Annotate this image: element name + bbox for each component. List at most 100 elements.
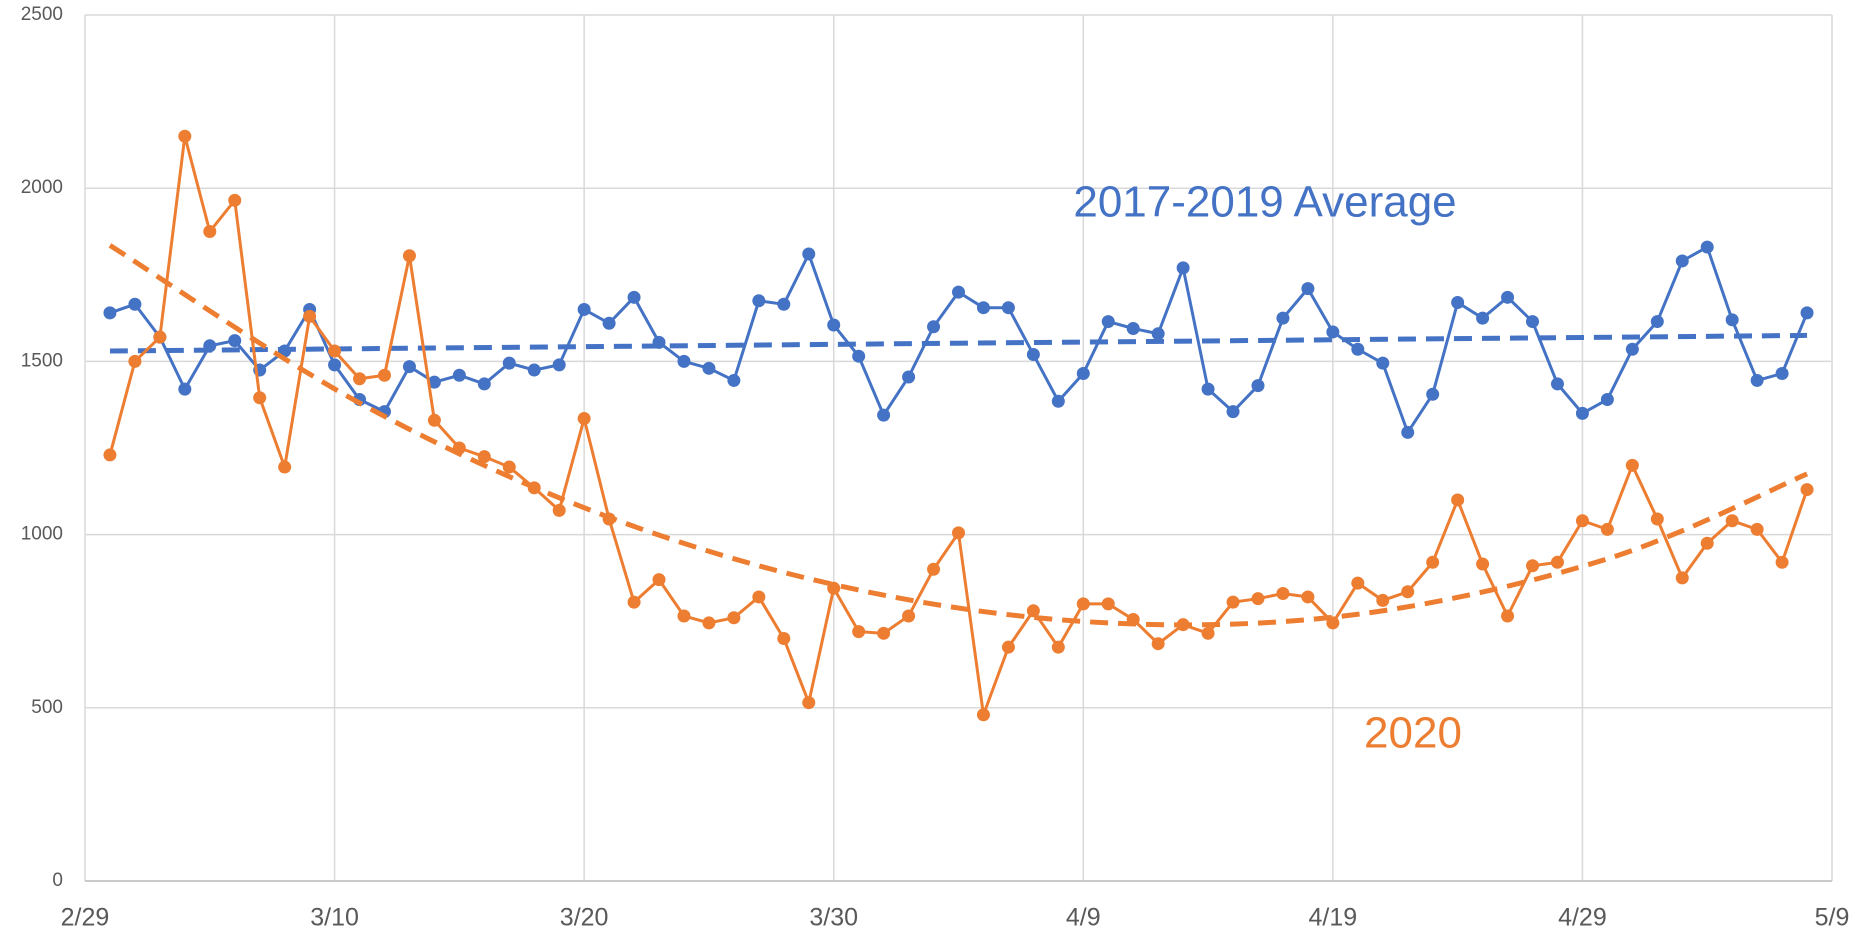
x-tick-label: 4/19: [1309, 904, 1358, 932]
data-point: [1151, 327, 1165, 341]
data-point: [677, 354, 691, 368]
data-point: [1226, 595, 1240, 609]
data-point: [952, 526, 965, 540]
data-point: [1800, 483, 1814, 497]
data-point: [1401, 425, 1415, 439]
data-point: [328, 358, 342, 372]
x-tick-label: 4/29: [1558, 904, 1607, 932]
data-point: [527, 481, 541, 495]
data-point: [602, 512, 616, 526]
trend-line: [109, 332, 1808, 354]
data-point: [228, 193, 242, 207]
data-point: [1675, 571, 1689, 585]
data-point: [1201, 626, 1215, 640]
data-point: [1301, 590, 1315, 604]
data-point: [427, 413, 441, 427]
data-point: [602, 316, 616, 330]
data-point: [103, 306, 117, 320]
data-point: [852, 349, 866, 363]
data-point: [1251, 592, 1265, 606]
data-point: [1501, 609, 1515, 623]
data-point: [1600, 393, 1614, 407]
data-point: [552, 358, 566, 372]
data-point: [952, 285, 965, 299]
data-point: [1126, 321, 1140, 335]
data-point: [777, 632, 791, 646]
data-point: [1051, 394, 1065, 408]
data-point: [1101, 315, 1115, 329]
data-point: [1251, 379, 1265, 393]
data-point: [1625, 458, 1639, 472]
data-point: [1101, 597, 1115, 611]
data-point: [1176, 261, 1190, 275]
data-point: [1800, 306, 1814, 320]
data-point: [1575, 406, 1589, 420]
data-point: [1575, 514, 1589, 528]
data-point: [1051, 640, 1065, 654]
data-point: [278, 460, 292, 474]
data-point: [1176, 618, 1190, 632]
data-point: [852, 625, 866, 639]
data-point: [1600, 522, 1614, 536]
data-point: [1076, 367, 1090, 381]
data-point: [702, 361, 716, 375]
data-point: [402, 360, 416, 374]
data-point: [627, 290, 641, 304]
data-point: [827, 581, 841, 595]
data-point: [1001, 640, 1015, 654]
data-point: [1526, 315, 1540, 329]
data-point: [627, 595, 641, 609]
data-point: [452, 441, 466, 455]
data-point: [976, 301, 990, 315]
data-point: [1276, 311, 1290, 325]
data-point: [927, 562, 941, 576]
data-point: [128, 354, 142, 368]
data-point: [1526, 559, 1540, 573]
data-point: [1775, 555, 1789, 569]
data-point: [1725, 514, 1739, 528]
data-point: [353, 372, 367, 386]
data-point: [927, 320, 941, 334]
data-point: [377, 368, 391, 382]
y-tick-label: 2500: [21, 4, 63, 25]
data-point: [1750, 522, 1764, 536]
data-point: [577, 412, 591, 426]
annotation: 2017-2019 Average: [1073, 178, 1456, 227]
data-point: [1451, 493, 1465, 507]
data-point: [727, 373, 741, 387]
data-point: [303, 309, 317, 323]
data-point: [902, 609, 916, 623]
data-point: [1001, 301, 1015, 315]
data-point: [253, 391, 267, 405]
data-point: [228, 334, 242, 348]
series-line: [108, 135, 1809, 716]
data-point: [1550, 555, 1564, 569]
data-point: [1700, 240, 1714, 254]
data-point: [1326, 616, 1340, 630]
x-tick-label: 3/10: [310, 904, 359, 932]
data-point: [1276, 586, 1290, 600]
data-point: [1725, 313, 1739, 327]
annotation: 2020: [1364, 709, 1462, 758]
data-point: [1476, 557, 1490, 571]
data-point: [577, 302, 591, 316]
data-point: [178, 129, 192, 143]
data-point: [1301, 282, 1315, 296]
data-point: [1151, 637, 1165, 651]
x-tick-label: 2/29: [61, 904, 110, 932]
data-point: [1376, 593, 1390, 607]
data-point: [1026, 347, 1040, 361]
data-point: [203, 339, 217, 353]
data-point: [777, 297, 791, 311]
data-point: [1376, 356, 1390, 370]
data-point: [1401, 585, 1415, 599]
data-point: [1625, 342, 1639, 356]
data-point: [1426, 387, 1440, 401]
trend-line: [108, 243, 1809, 628]
data-point: [502, 356, 516, 370]
data-point: [527, 363, 541, 377]
data-point: [178, 382, 192, 396]
data-point: [552, 503, 566, 517]
data-point: [1476, 311, 1490, 325]
